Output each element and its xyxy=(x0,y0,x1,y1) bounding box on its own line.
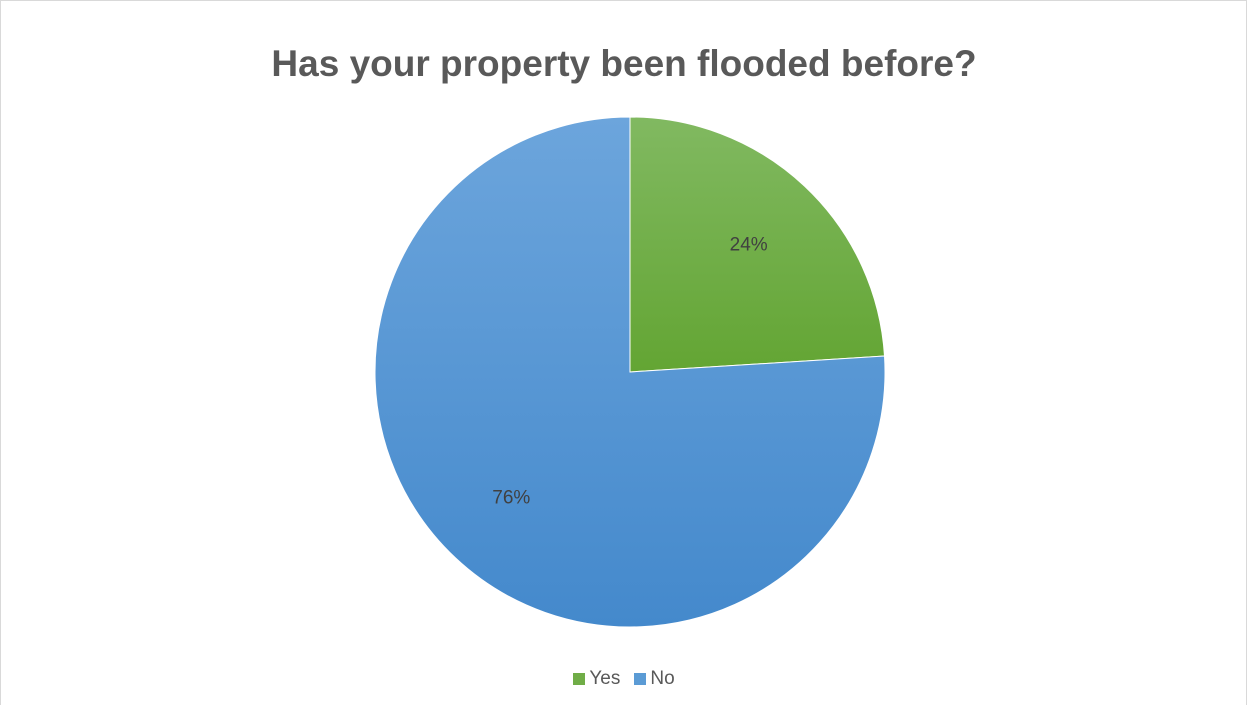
legend-item-no: No xyxy=(634,668,675,690)
legend-swatch-no xyxy=(634,673,647,685)
slice-yes xyxy=(629,116,886,373)
chart-title: Has your property been flooded before? xyxy=(271,43,977,84)
data-label-no: 76% xyxy=(492,487,530,508)
legend: Yes No xyxy=(0,668,1248,690)
legend-swatch-yes xyxy=(573,673,586,685)
slice-no xyxy=(374,116,886,628)
data-label-yes: 24% xyxy=(730,235,768,256)
legend-item-yes: Yes xyxy=(573,668,620,690)
legend-label-no: No xyxy=(650,668,675,689)
legend-label-yes: Yes xyxy=(589,668,621,689)
